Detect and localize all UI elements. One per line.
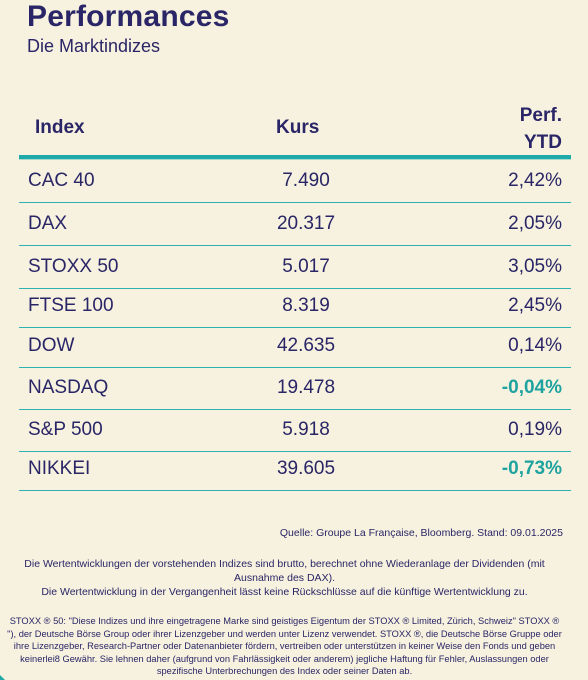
- cell-perf: 0,19%: [508, 419, 562, 440]
- performance-note-line2: Die Wertentwicklung in der Vergangenheit…: [41, 586, 528, 598]
- performance-note: Die Wertentwicklungen der vorstehenden I…: [5, 557, 564, 599]
- cell-index: STOXX 50: [28, 256, 119, 277]
- cell-index: NIKKEI: [28, 458, 91, 479]
- table-row: DAX 20.317 2,05%: [19, 203, 571, 246]
- cell-kurs: 42.635: [276, 335, 336, 356]
- cell-kurs: 5.017: [282, 256, 330, 277]
- cell-index: FTSE 100: [28, 295, 114, 316]
- column-header-perf-line1: Perf.: [519, 105, 562, 126]
- cell-kurs: 19.478: [276, 377, 336, 398]
- column-header-kurs: Kurs: [276, 117, 320, 138]
- cell-perf: 0,14%: [508, 335, 562, 356]
- cell-index: DAX: [28, 213, 68, 234]
- column-header-perf: Perf. YTD: [520, 102, 562, 156]
- table-row: FTSE 100 8.319 2,45%: [19, 285, 571, 328]
- cell-perf: 3,05%: [508, 256, 562, 277]
- cell-perf: 2,05%: [508, 213, 562, 234]
- cell-perf: -0,73%: [501, 458, 562, 479]
- page-title: Performances: [27, 0, 230, 33]
- cell-kurs: 8.319: [282, 295, 330, 316]
- performance-note-line1: Die Wertentwicklungen der vorstehenden I…: [24, 558, 545, 584]
- header-divider-shadow: [19, 159, 571, 160]
- cell-kurs: 7.490: [282, 170, 330, 191]
- cell-perf: 2,45%: [508, 295, 562, 316]
- column-header-perf-line2: YTD: [524, 132, 562, 153]
- cell-index: CAC 40: [28, 170, 95, 191]
- cell-perf: 2,42%: [508, 170, 562, 191]
- cell-kurs: 20.317: [276, 213, 336, 234]
- source-note: Quelle: Groupe La Française, Bloomberg. …: [279, 527, 563, 539]
- cell-index: DOW: [28, 335, 75, 356]
- table-row: CAC 40 7.490 2,42%: [19, 160, 571, 203]
- table-row: NASDAQ 19.478 -0,04%: [19, 367, 571, 410]
- table-row: S&P 500 5.918 0,19%: [19, 409, 571, 452]
- table-row: DOW 42.635 0,14%: [19, 325, 571, 368]
- column-header-index: Index: [35, 117, 85, 138]
- cell-kurs: 39.605: [276, 458, 336, 479]
- corner-mark: [0, 675, 5, 680]
- table-row: STOXX 50 5.017 3,05%: [19, 246, 571, 289]
- header-divider: [19, 155, 571, 159]
- cell-index: S&P 500: [28, 419, 103, 440]
- cell-perf: -0,04%: [501, 377, 562, 398]
- page-subtitle: Die Marktindizes: [27, 36, 161, 56]
- cell-index: NASDAQ: [28, 377, 109, 398]
- cell-kurs: 5.918: [282, 419, 330, 440]
- disclaimer-text: STOXX ® 50: "Diese Indizes und ihre eing…: [7, 616, 562, 677]
- table-row: NIKKEI 39.605 -0,73%: [19, 448, 571, 491]
